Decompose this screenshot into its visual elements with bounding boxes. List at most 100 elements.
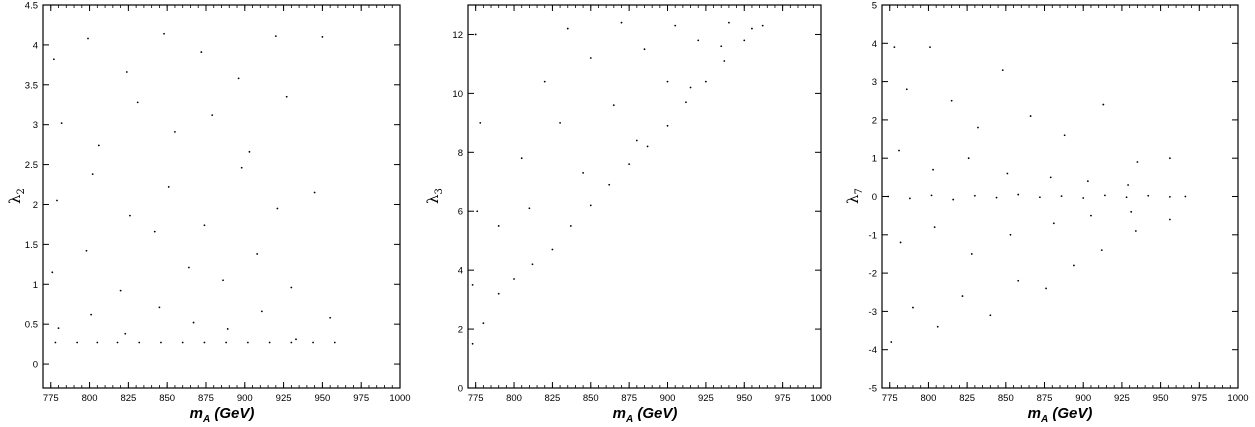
scatter-point — [97, 144, 100, 147]
scatter-point — [1073, 264, 1075, 267]
scatter-point — [56, 199, 58, 202]
scatter-point — [890, 341, 893, 343]
plot-frame — [42, 4, 401, 389]
scatter-point — [743, 39, 746, 42]
scatter-point — [479, 121, 482, 124]
scatter-point — [119, 289, 122, 292]
scatter-point — [333, 341, 336, 344]
scatter-point — [967, 157, 970, 160]
scatter-point — [225, 341, 228, 344]
scatter-point — [1001, 69, 1004, 72]
x-tick-label: 900 — [660, 393, 676, 404]
scatter-point — [513, 278, 515, 280]
y-tick-label: 3 — [33, 120, 38, 131]
scatter-point — [260, 310, 263, 313]
scatter-points — [887, 46, 1187, 343]
scatter-point — [136, 101, 139, 104]
scatter-point — [566, 27, 569, 30]
scatter-point — [551, 248, 554, 251]
scatter-point — [970, 253, 973, 255]
scatter-point — [612, 104, 615, 107]
scatter-point — [1125, 196, 1128, 199]
x-tick-label: 825 — [120, 393, 136, 404]
scatter-point — [256, 253, 259, 255]
axis-ticks: 775 800 825 850 875 900 925 950 975 1000 0 0.5 1 1.5 2… — [25, 1, 411, 405]
y-tick-label: -2 — [869, 269, 877, 280]
scatter-point — [589, 204, 592, 207]
scatter-point — [1102, 103, 1105, 106]
scatter-point — [200, 51, 203, 53]
scatter-point — [482, 322, 485, 325]
scatter-point — [1082, 197, 1085, 199]
scatter-panel-lambda2: 775 800 825 850 875 900 925 950 975 1000 0 0.5 1 1.5 2… — [6, 1, 411, 426]
scatter-point — [1136, 161, 1139, 163]
scatter-point — [226, 328, 229, 330]
scatter-point — [689, 86, 692, 89]
x-tick-label: 775 — [882, 393, 898, 404]
y-tick-label: -4 — [869, 345, 877, 356]
scatter-point — [961, 295, 964, 297]
x-axis-label: mA (GeV) — [613, 405, 678, 425]
y-tick-label: 4 — [458, 266, 463, 277]
scatter-point — [290, 286, 293, 289]
scatter-point — [1086, 180, 1089, 183]
scatter-point — [476, 210, 479, 213]
scatter-point — [1038, 196, 1041, 199]
x-tick-label: 900 — [1075, 393, 1091, 404]
scatter-point — [989, 314, 992, 317]
x-tick-label: 850 — [159, 393, 175, 404]
x-tick-label: 950 — [314, 393, 330, 404]
x-tick-label: 875 — [621, 393, 637, 404]
scatter-point — [899, 241, 902, 244]
scatter-point — [313, 191, 316, 194]
scatter-panel-lambda3: 775 800 825 850 875 900 925 950 975 1000 0 2 4 6 8 10 12… — [424, 4, 832, 425]
x-tick-label: 800 — [82, 393, 98, 404]
scatter-point — [635, 139, 638, 142]
y-tick-label: 2 — [33, 200, 38, 211]
scatter-point — [87, 37, 89, 40]
scatter-point — [666, 124, 669, 127]
x-tick-label: 875 — [1037, 393, 1053, 404]
scatter-point — [685, 101, 687, 104]
x-tick-label: 875 — [198, 393, 214, 404]
x-tick-label: 975 — [1191, 393, 1207, 404]
scatter-point — [697, 39, 700, 42]
scatter-point — [295, 338, 297, 341]
scatter-points — [471, 21, 764, 345]
scatter-point — [1049, 176, 1052, 179]
y-tick-label: 1 — [33, 280, 38, 291]
y-tick-label: 0.5 — [25, 320, 38, 331]
scatter-point — [905, 88, 908, 91]
scatter-point — [497, 225, 500, 227]
y-axis-label: λ2 — [6, 188, 27, 204]
scatter-point — [167, 186, 170, 188]
x-tick-label: 775 — [468, 393, 484, 404]
scatter-point — [474, 33, 477, 36]
scatter-point — [76, 341, 79, 344]
scatter-point — [995, 196, 998, 199]
scatter-point — [908, 197, 911, 200]
scatter-point — [1168, 157, 1171, 160]
scatter-point — [52, 58, 55, 61]
scatter-point — [160, 341, 162, 344]
scatter-point — [471, 342, 474, 345]
scatter-point — [912, 306, 914, 309]
scatter-point — [528, 207, 531, 210]
y-tick-label: 2 — [458, 325, 463, 336]
scatter-point — [643, 48, 646, 51]
scatter-point — [1009, 233, 1012, 236]
scatter-point — [321, 36, 324, 38]
scatter-point — [1127, 184, 1130, 186]
scatter-point — [96, 341, 99, 344]
scatter-point — [1017, 279, 1020, 282]
scatter-point — [893, 46, 896, 49]
scatter-point — [674, 24, 677, 27]
y-tick-label: 10 — [452, 89, 463, 100]
scatter-point — [952, 198, 955, 201]
scatter-point — [90, 313, 93, 316]
scatter-points — [51, 32, 336, 344]
y-tick-label: -3 — [869, 307, 877, 318]
y-tick-label: 4 — [33, 40, 38, 51]
scatter-point — [203, 224, 206, 227]
scatter-point — [973, 194, 976, 197]
